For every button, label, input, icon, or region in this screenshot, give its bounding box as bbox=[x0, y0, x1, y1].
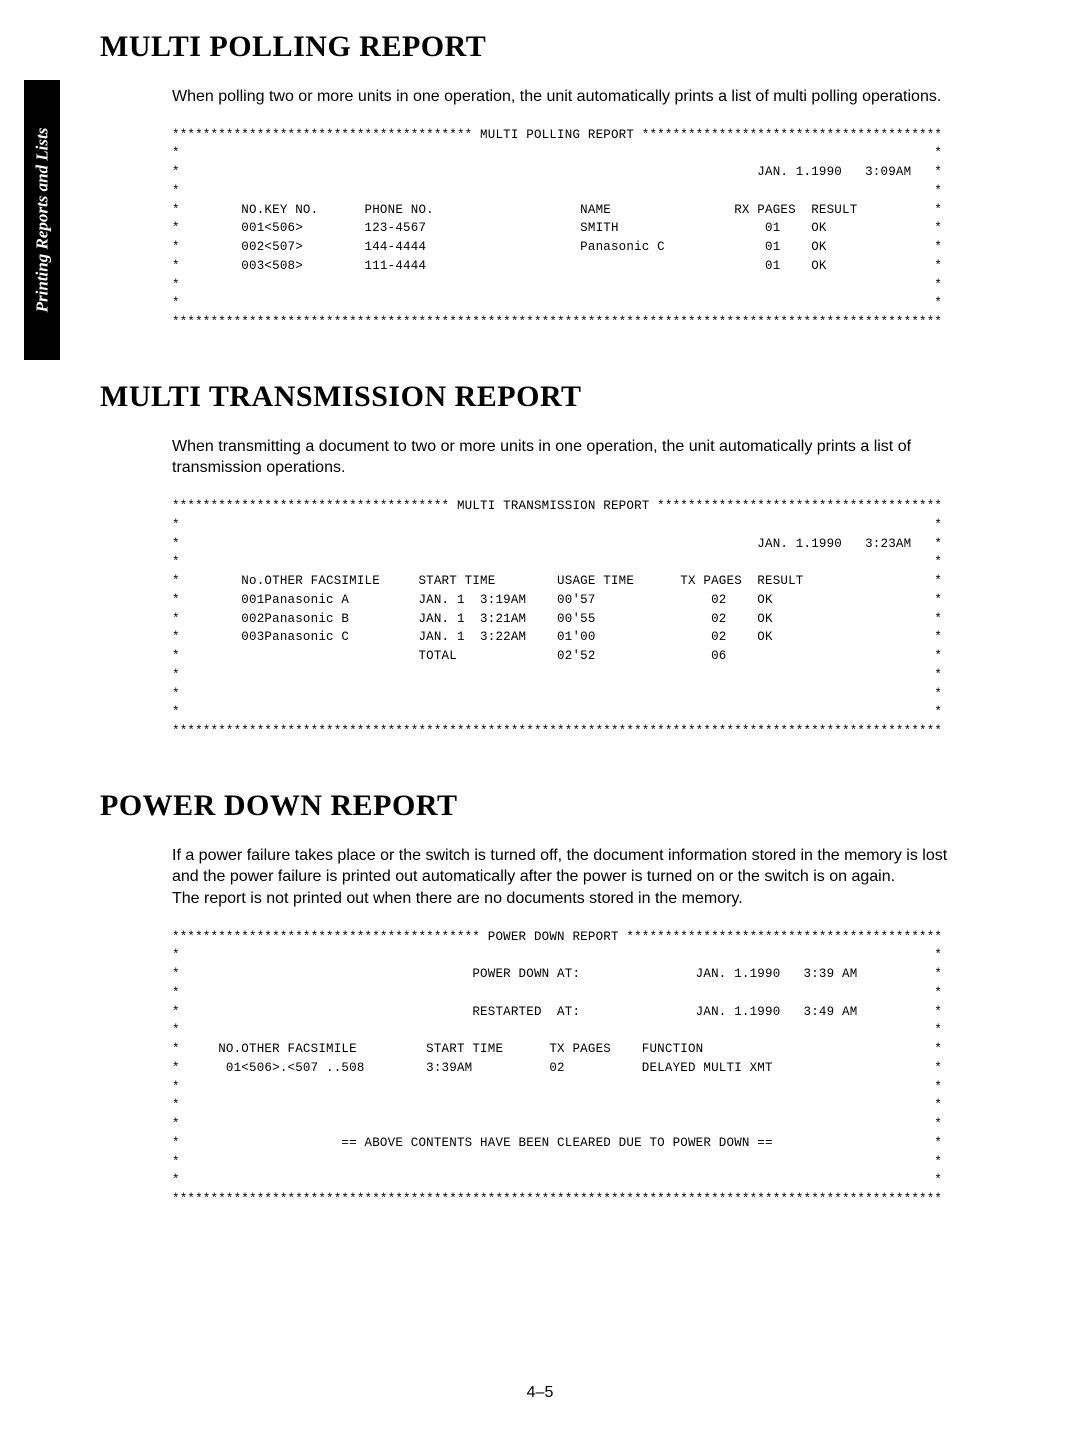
printout-transmission: ************************************ MUL… bbox=[172, 497, 1000, 741]
page-content: MULTI POLLING REPORT When polling two or… bbox=[100, 30, 1000, 1257]
section-polling: MULTI POLLING REPORT When polling two or… bbox=[100, 30, 1000, 332]
side-tab-label: Printing Reports and Lists bbox=[32, 128, 52, 313]
heading-transmission: MULTI TRANSMISSION REPORT bbox=[100, 380, 1000, 414]
heading-powerdown: POWER DOWN REPORT bbox=[100, 789, 1000, 823]
section-powerdown: POWER DOWN REPORT If a power failure tak… bbox=[100, 789, 1000, 1209]
intro-polling: When polling two or more units in one op… bbox=[172, 86, 962, 108]
printout-powerdown: ****************************************… bbox=[172, 928, 1000, 1209]
printout-polling: *************************************** … bbox=[172, 126, 1000, 332]
intro-transmission: When transmitting a document to two or m… bbox=[172, 436, 962, 479]
heading-polling: MULTI POLLING REPORT bbox=[100, 30, 1000, 64]
intro-powerdown: If a power failure takes place or the sw… bbox=[172, 845, 962, 910]
side-tab: Printing Reports and Lists bbox=[24, 80, 60, 360]
page-number: 4–5 bbox=[0, 1384, 1080, 1402]
section-transmission: MULTI TRANSMISSION REPORT When transmitt… bbox=[100, 380, 1000, 741]
